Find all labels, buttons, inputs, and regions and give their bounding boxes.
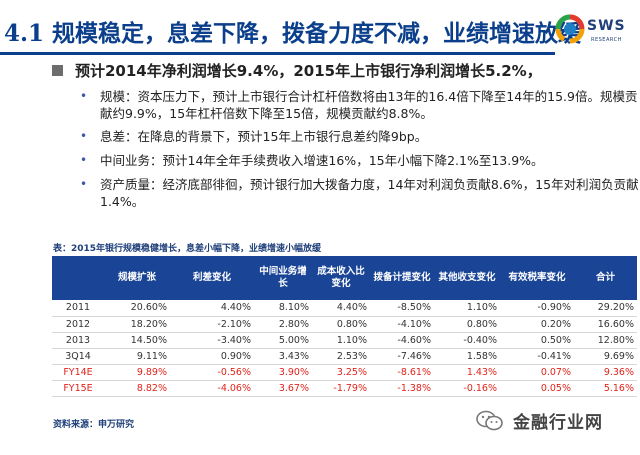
table-cell: 0.20%	[500, 316, 574, 333]
header-cell	[52, 256, 104, 300]
table-cell: 1.10%	[434, 300, 500, 317]
table-cell: 9.69%	[574, 348, 637, 365]
table-row: 3Q14 9.11% 0.90% 3.43% 2.53% -7.46% 1.58…	[52, 348, 637, 365]
table-cell: 2.53%	[312, 348, 370, 365]
table-row: FY14E 9.89% -0.56% 3.90% 3.25% -8.61% 1.…	[52, 364, 637, 381]
header-cell: 合计	[574, 256, 637, 300]
table-caption: 表：2015年银行规模稳健增长，息差小幅下降，业绩增速小幅放缓	[53, 244, 322, 254]
table-cell: 12.80%	[574, 332, 637, 349]
row-label: 2013	[52, 332, 104, 349]
row-label: FY14E	[52, 364, 104, 381]
table-cell: -0.56%	[170, 364, 254, 381]
watermark-text: 金融行业网	[513, 413, 603, 433]
title-divider	[0, 52, 555, 55]
table-cell: -0.41%	[500, 348, 574, 365]
table-cell: 0.80%	[312, 316, 370, 333]
table-row: 2011 20.60% 4.40% 8.10% 4.40% -8.50% 1.1…	[52, 300, 637, 317]
table-cell: -8.61%	[370, 364, 434, 381]
table-cell: 3.90%	[254, 364, 312, 381]
row-label: FY15E	[52, 380, 104, 397]
bullet-item: 中间业务：预计14年全年手续费收入增速16%，15年小幅下降2.1%至13.9%…	[80, 152, 640, 169]
table-cell: 0.90%	[170, 348, 254, 365]
table-cell: -8.50%	[370, 300, 434, 317]
table-cell: 3.67%	[254, 380, 312, 397]
table-cell: 3.25%	[312, 364, 370, 381]
table-cell: -4.06%	[170, 380, 254, 397]
table-cell: 2.80%	[254, 316, 312, 333]
table-cell: 0.80%	[434, 316, 500, 333]
table-cell: 5.00%	[254, 332, 312, 349]
table-cell: 20.60%	[104, 300, 170, 317]
row-label: 3Q14	[52, 348, 104, 365]
sws-logo-icon	[555, 14, 585, 44]
headline-text: 预计2014年净利润增长9.4%，2015年上市银行净利润增长5.2%，	[75, 62, 542, 80]
header-cell: 规模扩张	[104, 256, 170, 300]
table-cell: -0.90%	[500, 300, 574, 317]
table-header-row: 规模扩张 利差变化 中间业务增长 成本收入比变化 拨备计提变化 其他收支变化 有…	[52, 256, 637, 300]
table-cell: 16.60%	[574, 316, 637, 333]
table-cell: 1.43%	[434, 364, 500, 381]
profit-attribution-table: 规模扩张 利差变化 中间业务增长 成本收入比变化 拨备计提变化 其他收支变化 有…	[52, 256, 637, 397]
table-cell: 3.43%	[254, 348, 312, 365]
table-cell: 4.40%	[312, 300, 370, 317]
table-cell: 29.20%	[574, 300, 637, 317]
row-label: 2012	[52, 316, 104, 333]
table-cell: 9.36%	[574, 364, 637, 381]
bullet-list: 规模：资本压力下，预计上市银行合计杠杆倍数将由13年的16.4倍下降至14年的1…	[80, 88, 640, 217]
bullet-item: 息差：在降息的背景下，预计15年上市银行息差约降9bp。	[80, 128, 640, 145]
table-cell: 0.07%	[500, 364, 574, 381]
sws-logo: SWS RESEARCH	[555, 10, 635, 50]
table-cell: 5.16%	[574, 380, 637, 397]
header-cell: 成本收入比变化	[312, 256, 370, 300]
page-title: 4.1 规模稳定，息差下降，拨备力度不减，业绩增速放缓	[4, 20, 582, 47]
table-cell: -1.38%	[370, 380, 434, 397]
wechat-icon	[476, 410, 503, 430]
header-cell: 中间业务增长	[254, 256, 312, 300]
table-cell: 0.50%	[500, 332, 574, 349]
table-cell: 8.82%	[104, 380, 170, 397]
square-bullet-icon	[52, 65, 63, 76]
table-cell: 1.10%	[312, 332, 370, 349]
table-cell: -0.16%	[434, 380, 500, 397]
header-cell: 拨备计提变化	[370, 256, 434, 300]
table-row: 2012 18.20% -2.10% 2.80% 0.80% -4.10% 0.…	[52, 316, 637, 333]
table-cell: -1.79%	[312, 380, 370, 397]
table-cell: 8.10%	[254, 300, 312, 317]
header-cell: 利差变化	[170, 256, 254, 300]
headline: 预计2014年净利润增长9.4%，2015年上市银行净利润增长5.2%，	[52, 60, 542, 81]
header-cell: 有效税率变化	[500, 256, 574, 300]
table-cell: -4.10%	[370, 316, 434, 333]
table-cell: 1.58%	[434, 348, 500, 365]
table-row: FY15E 8.82% -4.06% 3.67% -1.79% -1.38% -…	[52, 380, 637, 397]
table-cell: 9.89%	[104, 364, 170, 381]
bullet-item: 规模：资本压力下，预计上市银行合计杠杆倍数将由13年的16.4倍下降至14年的1…	[80, 88, 640, 122]
watermark: 金融行业网	[475, 408, 603, 433]
logo-subtext: RESEARCH	[591, 37, 622, 43]
table-cell: 18.20%	[104, 316, 170, 333]
source-note: 资料来源：申万研究	[53, 420, 135, 430]
table-cell: 0.05%	[500, 380, 574, 397]
table-cell: 14.50%	[104, 332, 170, 349]
bullet-item: 资产质量：经济底部徘徊，预计银行加大拨备力度，14年对利润负贡献8.6%，15年…	[80, 176, 640, 210]
table-cell: -4.60%	[370, 332, 434, 349]
table-cell: -7.46%	[370, 348, 434, 365]
row-label: 2011	[52, 300, 104, 317]
table-cell: -2.10%	[170, 316, 254, 333]
header-cell: 其他收支变化	[434, 256, 500, 300]
table-row: 2013 14.50% -3.40% 5.00% 1.10% -4.60% -0…	[52, 332, 637, 349]
table-cell: -3.40%	[170, 332, 254, 349]
table-cell: -0.40%	[434, 332, 500, 349]
table-cell: 4.40%	[170, 300, 254, 317]
table-cell: 9.11%	[104, 348, 170, 365]
logo-text: SWS	[587, 18, 626, 34]
